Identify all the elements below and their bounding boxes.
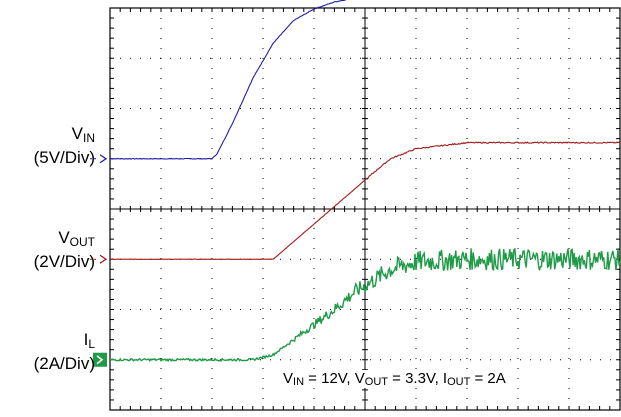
trace-vout <box>110 141 621 260</box>
il-scale-label: (2A/Div) <box>33 354 95 373</box>
vin-channel-label: VIN (5V/Div) <box>34 124 95 167</box>
cond-part-6: = 2A <box>470 370 506 387</box>
vin-scale-label: (5V/Div) <box>33 148 95 167</box>
marker-chevron-il <box>96 355 104 365</box>
cond-part-1: IN <box>293 376 305 388</box>
cond-part-2: = 12V, V <box>304 370 365 387</box>
trace-vin <box>109 0 348 160</box>
grid <box>109 7 621 411</box>
il-channel-label: IL (2A/Div) <box>34 330 95 373</box>
il-label-sub: L <box>88 337 95 351</box>
marker-vin <box>99 154 108 164</box>
vout-scale-label: (2V/Div) <box>33 252 95 271</box>
channel-markers <box>90 154 108 367</box>
traces <box>109 0 621 363</box>
trace-il <box>109 247 621 363</box>
marker-vout <box>99 254 108 264</box>
marker-il <box>93 352 107 367</box>
vout-label-sub: OUT <box>69 235 95 249</box>
cond-part-3: OUT <box>364 376 388 388</box>
cond-part-5: OUT <box>447 376 471 388</box>
vin-label-sub: IN <box>83 131 95 145</box>
cond-part-4: = 3.3V, I <box>388 370 448 387</box>
vout-channel-label: VOUT (2V/Div) <box>34 228 95 271</box>
test-conditions-annotation: VIN = 12V, VOUT = 3.3V, IOUT = 2A <box>283 370 506 388</box>
cond-part-0: V <box>283 370 294 387</box>
il-label-main: I <box>83 330 89 349</box>
vout-label-main: V <box>58 228 70 247</box>
vin-label-main: V <box>71 124 83 143</box>
